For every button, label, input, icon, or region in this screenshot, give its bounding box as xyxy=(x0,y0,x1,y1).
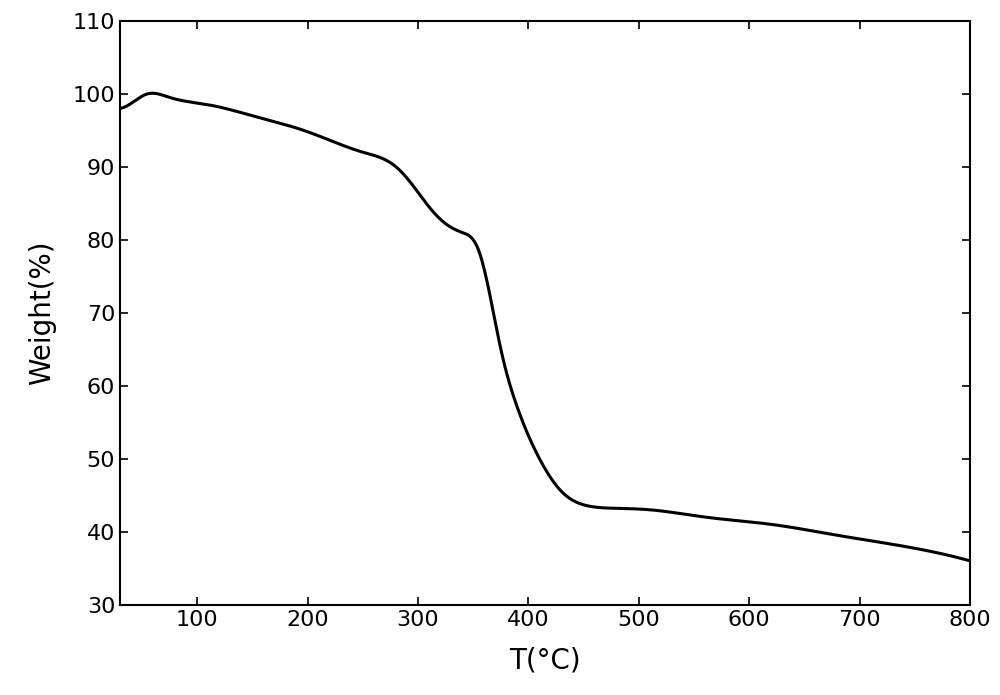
Y-axis label: Weight(%): Weight(%) xyxy=(28,240,56,385)
X-axis label: T(°C): T(°C) xyxy=(509,646,581,674)
